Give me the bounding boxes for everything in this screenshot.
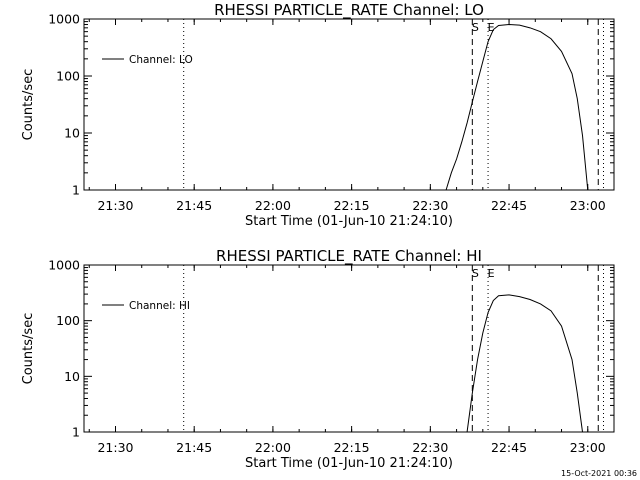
panel1-x-tick-label: 22:15: [334, 198, 370, 213]
panel2-chart-title: RHESSI PARTICLE_RATE Channel: HI: [216, 247, 482, 266]
panel2-plot-frame: [83, 264, 615, 433]
panel2-y-tick-label: 100: [56, 313, 80, 328]
panel1-y-tick-label: 1: [72, 183, 80, 198]
panel1-vline-label: E: [488, 21, 495, 34]
panel2-x-tick-label: 21:30: [97, 440, 133, 455]
panel1-y-tick-label: 1000: [48, 12, 80, 27]
panel1-vline-label: S: [472, 21, 479, 34]
panel2-legend-entry: Channel: HI: [129, 300, 190, 312]
panel2-y-tick-label: 10: [64, 369, 80, 384]
panel2-x-tick-label: 22:30: [412, 440, 448, 455]
panel1-series-line: [445, 24, 589, 191]
panel2-x-tick-label: 22:15: [334, 440, 370, 455]
panel2-x-axis-label: Start Time (01-Jun-10 21:24:10): [245, 456, 453, 471]
panel2-x-tick-label: 23:00: [570, 440, 606, 455]
panel1-legend-entry: Channel: LO: [129, 54, 193, 66]
panel1-x-tick-label: 21:30: [97, 198, 133, 213]
panel1-y-tick-label: 100: [56, 69, 80, 84]
panel1-x-axis-label: Start Time (01-Jun-10 21:24:10): [245, 214, 453, 229]
panel1-plot-frame: [83, 18, 615, 191]
panel2-y-axis-label: Counts/sec: [21, 313, 36, 385]
panel1-x-tick-label: 22:30: [412, 198, 448, 213]
panel2-series-line: [466, 294, 584, 433]
panel1-x-tick-label: 22:45: [491, 198, 527, 213]
panel2-y-tick-label: 1: [72, 425, 80, 440]
panel2-x-tick-label: 22:00: [255, 440, 291, 455]
panel2-x-tick-label: 22:45: [491, 440, 527, 455]
panel1-chart-title: RHESSI PARTICLE_RATE Channel: LO: [214, 1, 484, 20]
panel1-x-tick-label: 23:00: [570, 198, 606, 213]
panel1-y-tick-label: 10: [64, 126, 80, 141]
footer-timestamp: 15-Oct-2021 00:36: [561, 469, 637, 478]
panel2-y-tick-label: 1000: [48, 258, 80, 273]
panel1-x-tick-label: 21:45: [176, 198, 212, 213]
panel2-vline-label: S: [472, 267, 479, 280]
panel1-x-tick-label: 22:00: [255, 198, 291, 213]
panel2-vline-label: E: [488, 267, 495, 280]
panel2-x-tick-label: 21:45: [176, 440, 212, 455]
panel1-y-axis-label: Counts/sec: [21, 69, 36, 141]
